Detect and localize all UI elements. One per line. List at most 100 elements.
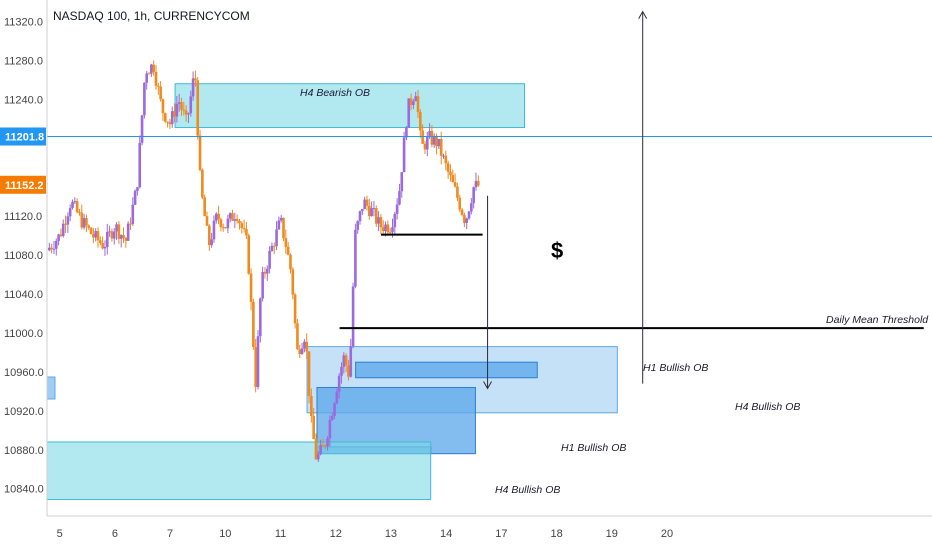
candle-body — [194, 78, 197, 81]
candle-body — [379, 217, 383, 228]
candle-body — [449, 171, 452, 175]
candle-body — [170, 111, 174, 125]
candle-body — [363, 199, 366, 209]
candle-body — [472, 187, 475, 204]
candle-body — [101, 242, 104, 249]
candle-body — [224, 227, 227, 229]
candle-body — [356, 221, 360, 230]
candle-body — [277, 220, 281, 230]
candle-body — [233, 219, 237, 221]
candle-body — [467, 211, 471, 219]
x-tick-label: 18 — [550, 528, 562, 540]
zone-label-6: H4 Bullish OB — [495, 484, 560, 496]
candle-body — [140, 115, 144, 143]
candle-body — [152, 64, 155, 72]
candle-body — [298, 349, 302, 354]
candle-body — [182, 109, 186, 111]
candle-body — [279, 217, 283, 221]
candle-body — [112, 231, 116, 239]
candle-body — [321, 445, 325, 447]
y-tick-label: 11320.0 — [4, 16, 43, 28]
candle-body — [307, 351, 311, 396]
candle-body — [437, 139, 441, 147]
candle-body — [442, 155, 445, 157]
candle-body — [247, 235, 251, 274]
candle-body — [333, 403, 336, 417]
zone-label-5: H1 Bullish OB — [561, 442, 626, 454]
candle-body — [196, 80, 200, 136]
candle-body — [284, 238, 288, 247]
candle-body — [296, 323, 299, 350]
candle-body — [365, 199, 369, 206]
zone-1 — [174, 83, 526, 129]
candle-body — [122, 235, 125, 238]
candle-body — [393, 213, 397, 228]
candle-body — [451, 174, 455, 183]
candle-body — [50, 247, 53, 249]
y-tick-label: 10840.0 — [4, 484, 44, 496]
x-tick-label: 12 — [330, 528, 342, 540]
candle-body — [270, 245, 274, 251]
price-tag-label-2: 11152.2 — [5, 180, 44, 192]
candle-body — [381, 227, 385, 232]
price-tag-2 — [0, 175, 46, 194]
candle-body — [463, 214, 466, 223]
candle-body — [80, 212, 84, 228]
candle-body — [66, 216, 70, 225]
candle-body — [254, 346, 257, 387]
candle-body — [240, 223, 244, 229]
candle-body — [92, 234, 95, 238]
annotation-arrowhead-5 — [483, 381, 493, 390]
candle-body — [400, 172, 404, 192]
candle-body — [446, 163, 450, 172]
candle-body — [143, 82, 146, 116]
candle-body — [261, 272, 264, 299]
candle-body — [173, 111, 176, 117]
x-tick-label: 13 — [385, 528, 397, 540]
candle-body — [409, 98, 413, 105]
candle-body — [205, 216, 209, 226]
annotation-dollar: $ — [551, 238, 563, 263]
candle-body — [372, 208, 376, 210]
candle-body — [201, 169, 204, 198]
candle-body — [300, 348, 304, 354]
candle-body — [129, 223, 132, 225]
candle-body — [453, 182, 457, 187]
candle-body — [439, 139, 443, 156]
candle-body — [115, 224, 118, 232]
candle-body — [68, 208, 72, 217]
candle-body — [423, 143, 427, 150]
candle-body — [138, 142, 142, 188]
zone-3 — [355, 361, 538, 379]
candle-body — [342, 355, 346, 367]
candle-body — [203, 197, 206, 217]
candle-body — [226, 218, 230, 229]
y-tick-label: 11280.0 — [4, 55, 43, 67]
candle-body — [316, 454, 320, 460]
candle-body — [94, 231, 97, 238]
candle-body — [412, 101, 415, 105]
candle-body — [282, 217, 285, 239]
left-edge-marker — [46, 376, 56, 400]
candle-body — [249, 273, 253, 302]
candle-body — [470, 203, 473, 212]
candle-body — [286, 246, 290, 255]
candle-body — [402, 137, 406, 173]
candle-body — [259, 298, 262, 337]
candle-body — [145, 73, 149, 83]
candle-body — [268, 250, 271, 269]
candle-body — [71, 201, 74, 209]
candle-body — [405, 127, 408, 138]
y-tick-label: 10880.0 — [4, 445, 44, 457]
x-tick-label: 19 — [606, 528, 618, 540]
y-tick-label: 11000.0 — [4, 328, 43, 340]
candle-body — [305, 341, 309, 352]
candle-body — [361, 208, 364, 212]
candle-body — [108, 231, 111, 233]
y-tick-label: 11240.0 — [4, 94, 43, 106]
candle-body — [54, 240, 58, 249]
candle-body — [161, 99, 165, 114]
candle-body — [303, 341, 306, 349]
candle-body — [476, 180, 480, 186]
